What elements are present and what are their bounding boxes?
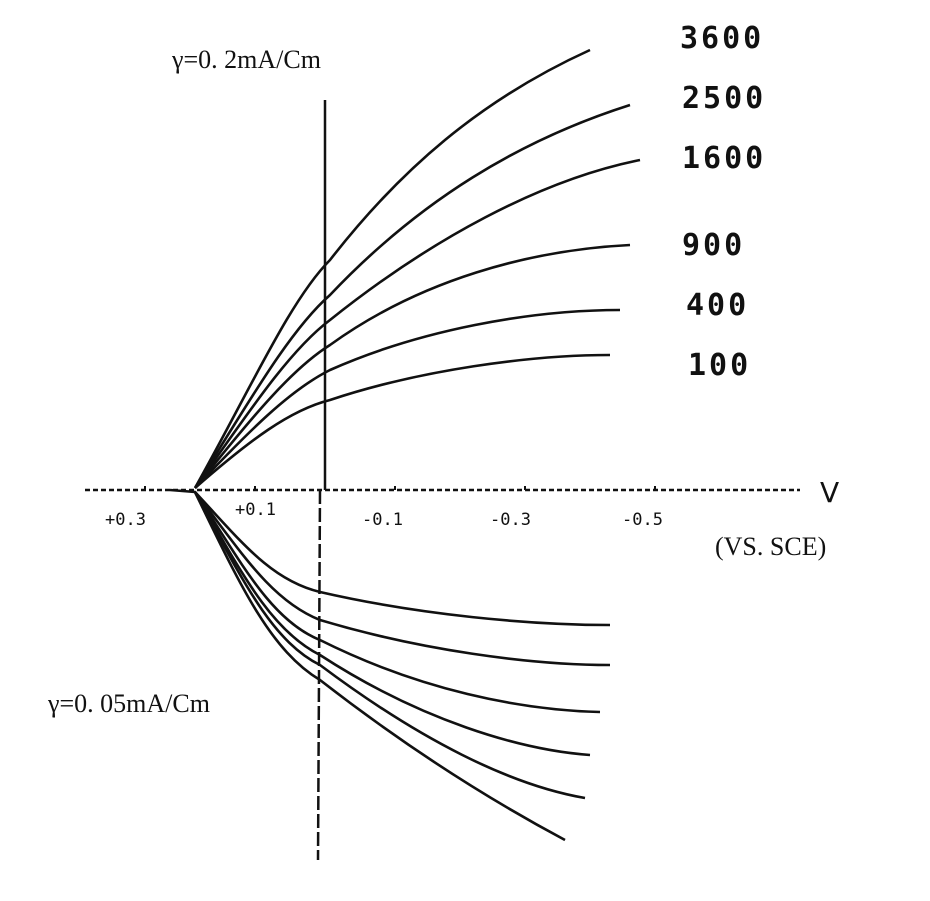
axis-ticks — [144, 486, 656, 490]
speed-label: 1600 — [682, 141, 766, 176]
curve-100 — [194, 353, 611, 489]
curve-lower-2 — [193, 491, 611, 667]
current-axis-lower — [316, 489, 322, 861]
curve-900 — [193, 243, 631, 489]
upper-curves — [193, 48, 641, 489]
curve-lower-1 — [169, 488, 611, 627]
x-tick-label: +0.1 — [235, 500, 276, 520]
x-tick-label: -0.3 — [490, 510, 531, 530]
curve-lower-4 — [193, 491, 591, 757]
curve-lower-5 — [193, 491, 586, 800]
top-scale: γ=0. 2mA/Cm — [171, 45, 321, 74]
speed-label: 3600 — [680, 21, 764, 56]
curve-400 — [194, 308, 621, 489]
x-tick-label: -0.1 — [362, 510, 403, 530]
speed-label: 100 — [688, 348, 751, 383]
speed-label: 400 — [686, 288, 749, 323]
curve-lower-6 — [193, 491, 566, 842]
axis-label: V — [820, 476, 839, 509]
speed-label: 900 — [682, 228, 745, 263]
curve-1600 — [193, 158, 641, 489]
speed-label: 2500 — [682, 81, 766, 116]
curve-3600 — [193, 48, 591, 489]
x-tick-label: +0.3 — [105, 510, 146, 530]
curve-2500 — [193, 103, 631, 489]
x-tick-label: -0.5 — [622, 510, 663, 530]
curve-lower-3 — [193, 491, 601, 714]
lower-curves — [169, 488, 611, 842]
axis-reference: (VS. SCE) — [715, 532, 826, 561]
bottom-scale: γ=0. 05mA/Cm — [47, 689, 210, 718]
